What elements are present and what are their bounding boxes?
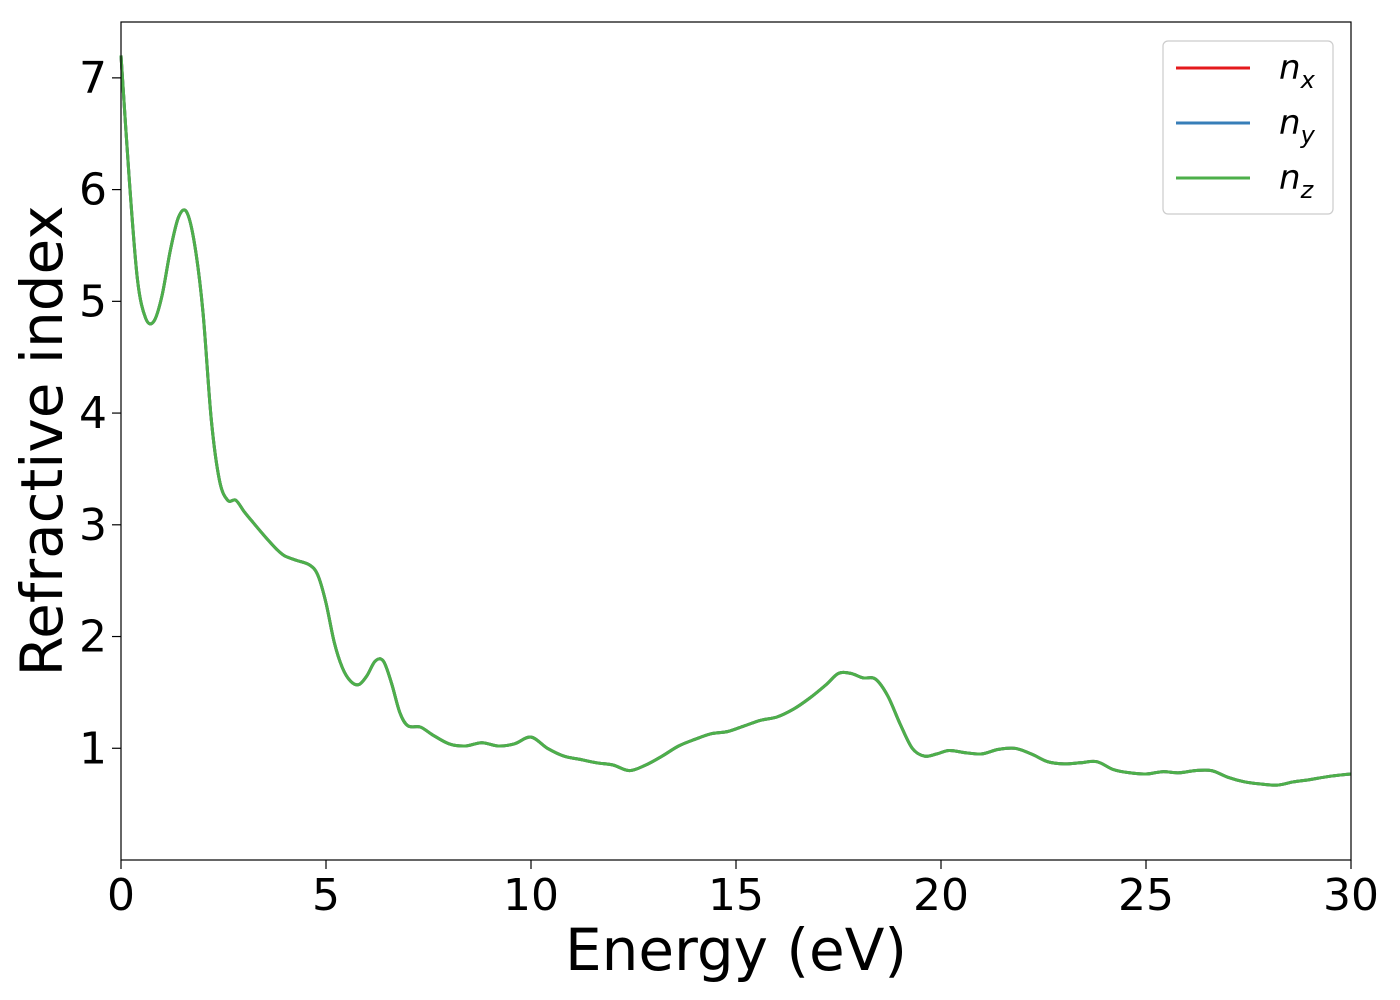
y-tick-label: 1 — [79, 723, 107, 774]
y-tick-label: 4 — [79, 388, 107, 439]
series-line-n-z — [119, 55, 1352, 787]
y-tick-label: 6 — [79, 165, 107, 216]
y-axis-ticks: 1 2 3 4 5 6 7 — [79, 53, 121, 774]
legend-box — [1162, 40, 1334, 215]
y-tick-label: 7 — [79, 53, 107, 104]
x-axis-title: Energy (eV) — [565, 916, 907, 984]
x-tick-label: 10 — [503, 870, 559, 921]
x-tick-label: 5 — [312, 870, 340, 921]
x-tick-label: 25 — [1118, 870, 1174, 921]
x-tick-label: 20 — [913, 870, 969, 921]
x-axis-ticks: 0 5 10 15 20 25 30 — [107, 860, 1379, 921]
legend-label-nx: nx — [1279, 48, 1316, 94]
y-tick-label: 2 — [79, 612, 107, 663]
legend-label-nz: nz — [1279, 158, 1315, 204]
y-axis-title: Refractive index — [8, 205, 76, 676]
legend: nx ny nz — [1162, 40, 1334, 215]
legend-label-ny: ny — [1279, 103, 1316, 149]
x-tick-label: 30 — [1323, 870, 1379, 921]
x-tick-label: 15 — [708, 870, 764, 921]
x-tick-label: 0 — [107, 870, 135, 921]
y-tick-label: 5 — [79, 276, 107, 327]
y-tick-label: 3 — [79, 500, 107, 551]
series-layer — [119, 55, 1352, 787]
